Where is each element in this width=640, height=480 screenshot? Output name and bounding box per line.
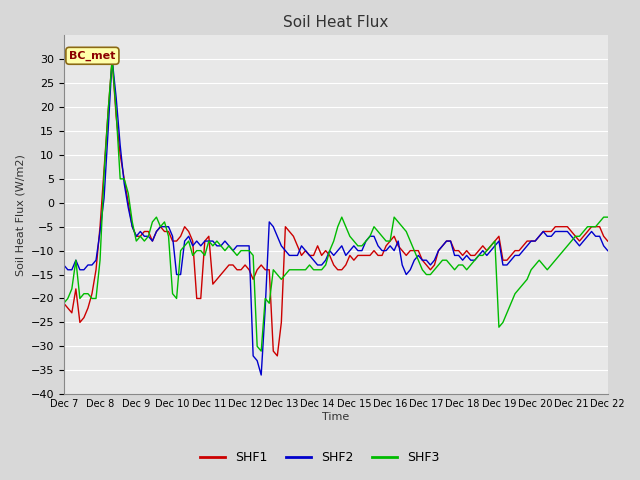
Line: SHF1: SHF1 [64,59,608,356]
Line: SHF3: SHF3 [64,59,608,351]
SHF1 [511,248,519,253]
SHF1 [60,300,68,306]
Legend: SHF1, SHF2, SHF3: SHF1, SHF2, SHF3 [195,446,445,469]
Title: Soil Heat Flux: Soil Heat Flux [283,15,388,30]
X-axis label: Time: Time [322,412,349,422]
SHF3 [580,228,588,234]
SHF3 [278,276,285,282]
SHF1 [278,320,285,325]
SHF2 [108,56,116,62]
SHF3 [129,219,136,225]
SHF2 [278,243,285,249]
SHF2 [580,238,588,244]
SHF2 [511,252,519,258]
SHF2 [515,252,523,258]
SHF3 [507,300,515,306]
SHF2 [60,262,68,268]
SHF1 [580,233,588,239]
SHF1 [507,252,515,258]
Text: BC_met: BC_met [69,51,116,61]
SHF3 [604,214,612,220]
SHF2 [604,248,612,253]
SHF1 [604,238,612,244]
Line: SHF2: SHF2 [64,59,608,375]
SHF2 [257,372,265,378]
SHF1 [515,248,523,253]
SHF3 [511,291,519,297]
SHF1 [108,56,116,62]
SHF2 [129,224,136,229]
SHF1 [273,353,281,359]
SHF3 [257,348,265,354]
Y-axis label: Soil Heat Flux (W/m2): Soil Heat Flux (W/m2) [15,154,25,276]
SHF3 [60,300,68,306]
SHF3 [108,56,116,62]
SHF1 [129,224,136,229]
SHF3 [515,286,523,292]
SHF2 [507,257,515,263]
